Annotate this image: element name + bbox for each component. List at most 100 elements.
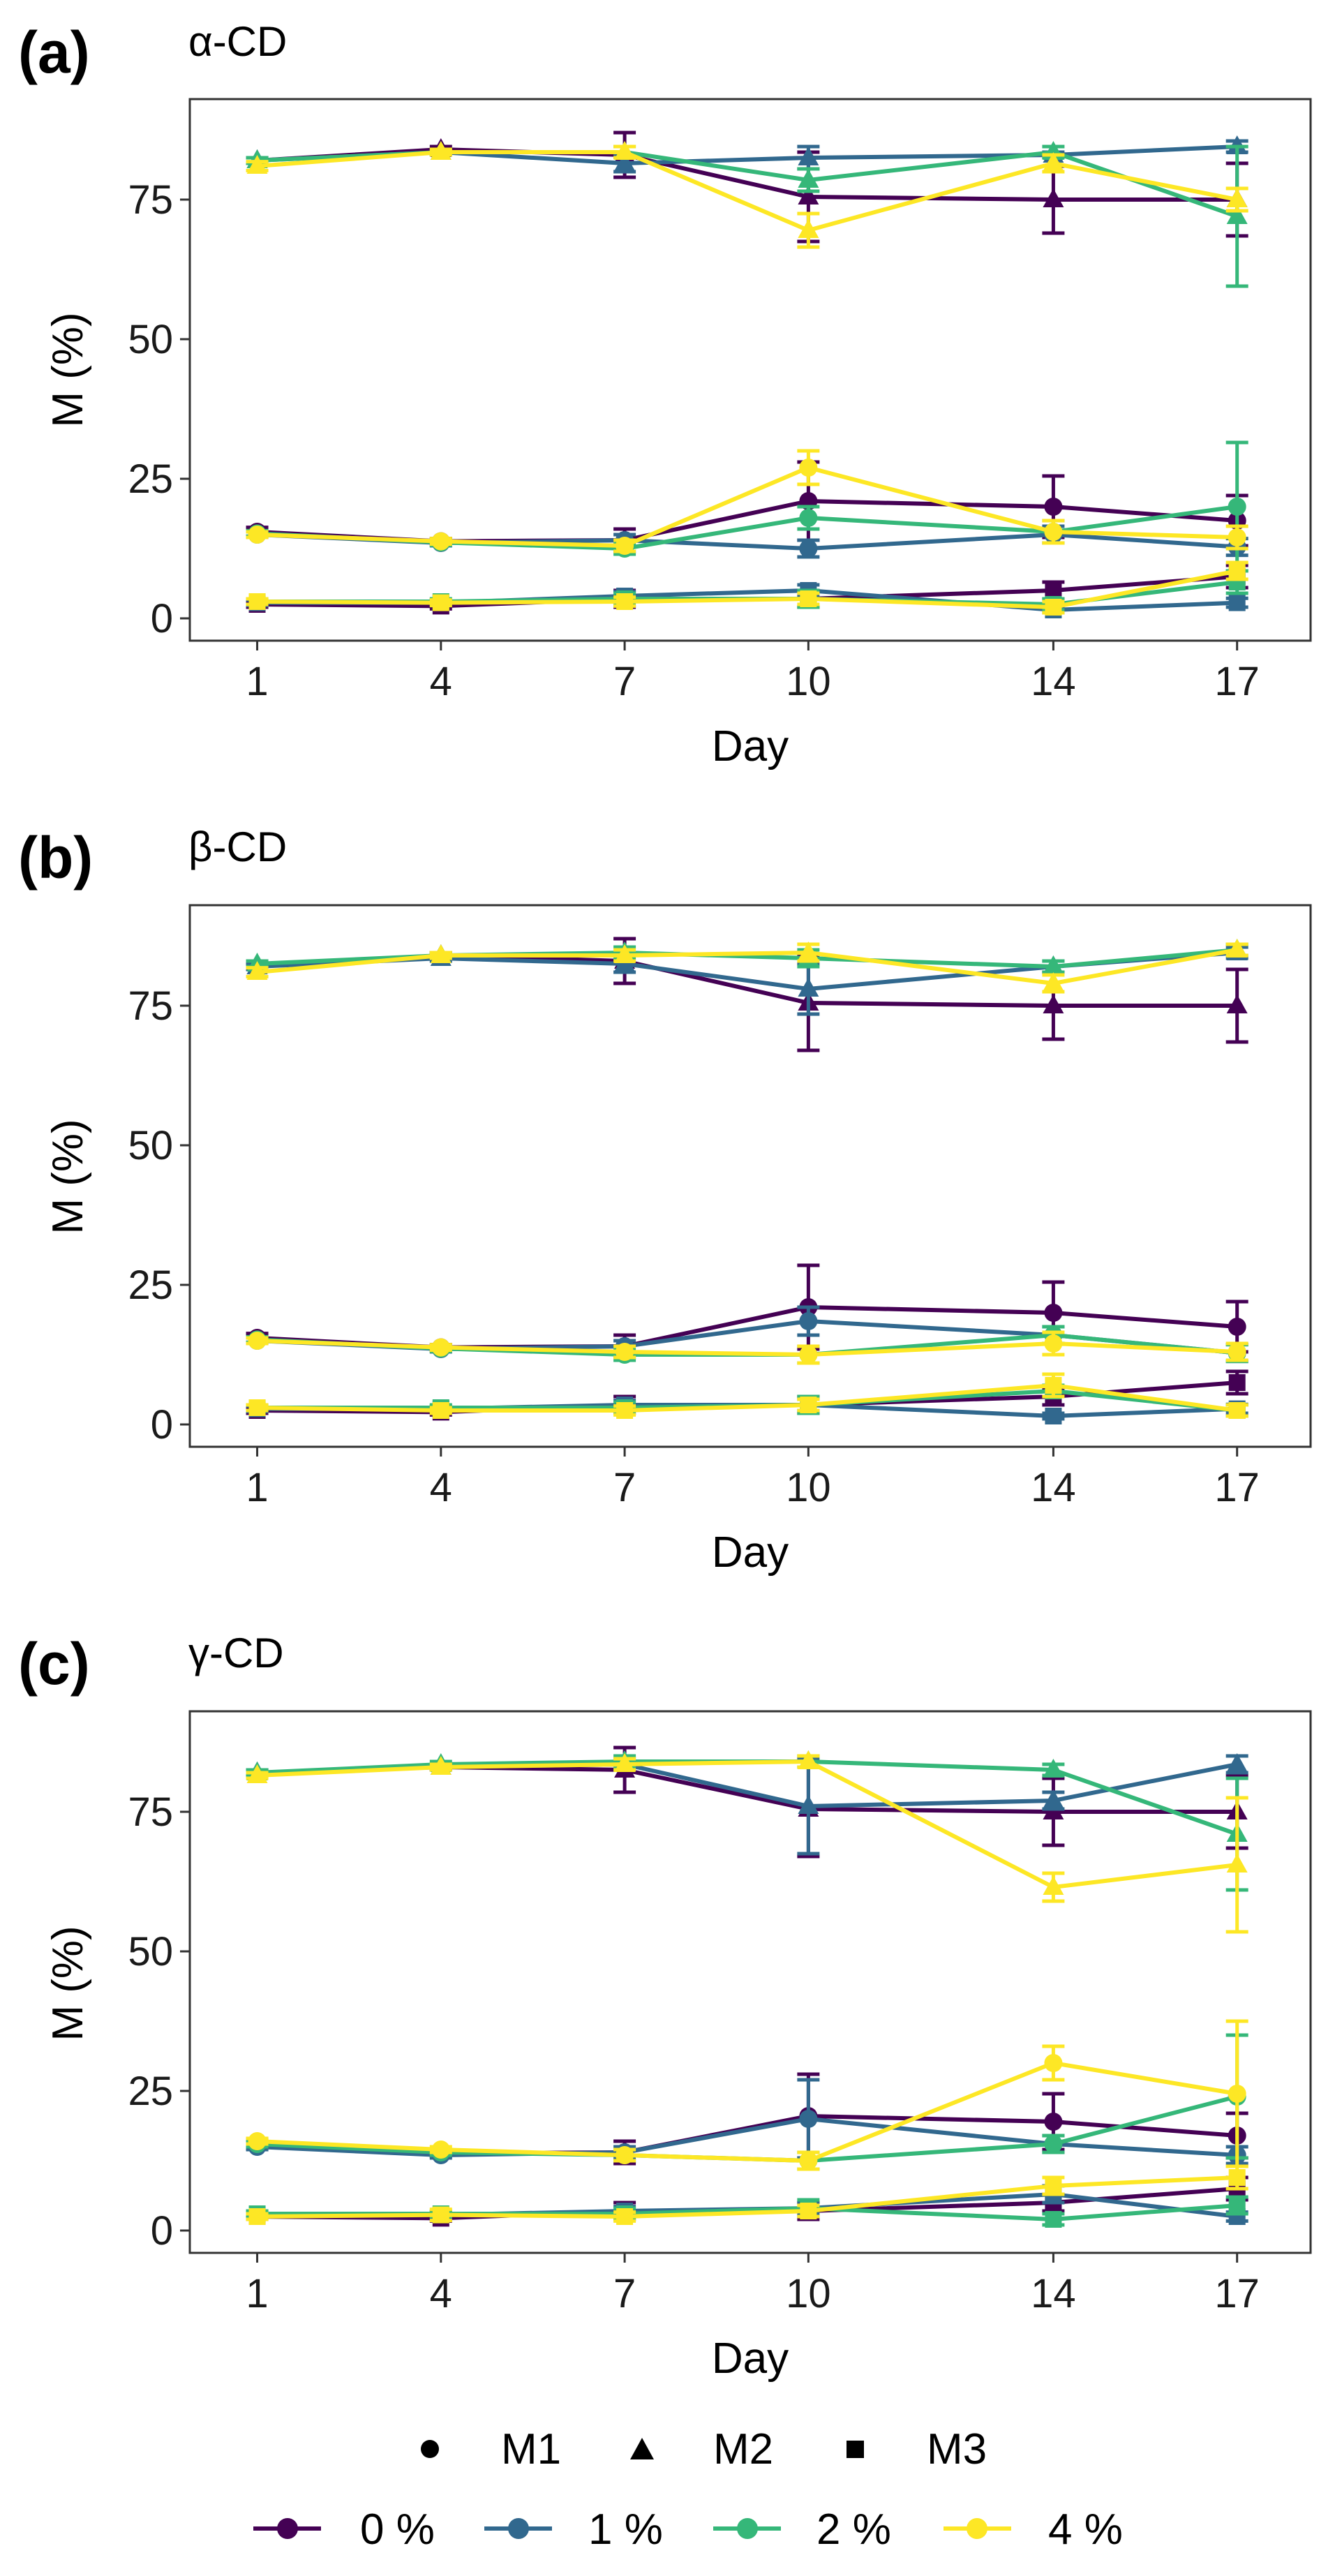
data-point-square — [616, 1402, 634, 1419]
data-point-triangle — [1226, 995, 1248, 1013]
y-tick-label: 75 — [128, 177, 173, 223]
data-point-square — [432, 1402, 449, 1419]
data-point-triangle — [430, 141, 452, 160]
data-point-triangle — [1043, 1789, 1064, 1808]
x-tick-label: 1 — [246, 2271, 268, 2316]
data-point-square — [432, 2206, 449, 2224]
data-point-square — [800, 2203, 817, 2219]
data-point-circle — [799, 539, 818, 558]
data-point-circle — [1228, 2085, 1246, 2103]
panel-c-letter: (c) — [18, 1631, 90, 1697]
legend-label-m1: M1 — [501, 2425, 561, 2473]
series-line — [257, 1765, 1237, 1814]
data-point-square — [248, 593, 266, 610]
panel-a-xlabel: Day — [712, 722, 789, 770]
x-tick-label: 14 — [1031, 1465, 1076, 1510]
data-point-circle — [1044, 498, 1063, 516]
data-point-circle — [1044, 2054, 1063, 2072]
x-tick-label: 1 — [246, 1465, 268, 1510]
y-tick-label: 75 — [128, 983, 173, 1029]
series-4pct-m1 — [246, 1330, 1248, 1365]
x-tick-label: 4 — [430, 1465, 452, 1510]
data-point-triangle — [246, 155, 268, 174]
data-point-circle — [1044, 2135, 1063, 2153]
data-point-triangle — [246, 961, 268, 980]
panel-c-title: γ-CD — [188, 1630, 284, 1676]
legend-circle-icon — [421, 2440, 439, 2458]
x-tick-label: 14 — [1031, 2271, 1076, 2316]
data-point-circle — [431, 532, 450, 551]
data-point-circle — [1228, 1318, 1246, 1336]
legend-swatch-0-icon — [277, 2518, 298, 2539]
data-point-circle — [1228, 528, 1246, 546]
data-point-circle — [431, 1338, 450, 1357]
data-point-circle — [1044, 2113, 1063, 2131]
data-point-circle — [616, 2146, 634, 2164]
series-line — [257, 1383, 1238, 1413]
data-point-triangle — [798, 147, 819, 165]
legend: M1 M2 M3 0 % 1 % 2 % 4 % — [253, 2425, 1123, 2554]
series-line — [257, 1305, 1237, 1350]
data-point-square — [1045, 1377, 1062, 1394]
data-point-circle — [799, 1312, 818, 1330]
data-point-triangle — [614, 1753, 636, 1772]
legend-color-1: 1 % — [484, 2506, 663, 2554]
data-point-circle — [1228, 1343, 1246, 1361]
plot-frame — [188, 1710, 1312, 2254]
legend-shape-m2: M2 — [630, 2425, 773, 2473]
panel-a-ylabel: M (%) — [44, 312, 92, 427]
legend-swatch-1-icon — [508, 2518, 529, 2539]
data-point-triangle — [430, 944, 452, 963]
data-point-triangle — [1226, 205, 1248, 224]
data-point-square — [1045, 599, 1062, 616]
plot-frame — [188, 904, 1312, 1448]
data-point-triangle — [614, 141, 636, 160]
data-point-triangle — [798, 941, 819, 960]
data-point-circle — [799, 2152, 818, 2170]
panel-b-ylabel: M (%) — [44, 1119, 92, 1234]
y-tick-label: 25 — [128, 456, 173, 502]
legend-color-2: 2 % — [713, 2506, 891, 2554]
series-line — [257, 150, 1238, 232]
series-line — [257, 948, 1238, 985]
panel-c-xlabel: Day — [712, 2335, 789, 2383]
x-tick-label: 7 — [613, 659, 636, 704]
data-point-square — [1045, 2177, 1062, 2194]
data-point-square — [1228, 1374, 1246, 1391]
data-point-triangle — [1226, 1854, 1248, 1873]
series-2pct-m2 — [246, 141, 1248, 288]
data-point-circle — [799, 509, 818, 527]
data-point-triangle — [430, 1756, 452, 1775]
series-4pct-m2 — [246, 1750, 1248, 1934]
legend-color-0: 0 % — [253, 2506, 435, 2554]
x-tick-label: 17 — [1214, 2271, 1260, 2316]
series-4pct-m1 — [246, 2019, 1248, 2171]
data-point-square — [1228, 1402, 1246, 1419]
data-point-triangle — [798, 978, 819, 997]
data-point-square — [800, 1397, 817, 1413]
panel-a-title: α-CD — [188, 18, 287, 65]
data-point-circle — [799, 459, 818, 477]
series-0pct-m2 — [246, 131, 1248, 244]
data-point-square — [616, 2208, 634, 2225]
data-point-circle — [1044, 1334, 1063, 1353]
series-line — [257, 2117, 1237, 2157]
data-point-triangle — [1043, 995, 1064, 1013]
legend-shape-m3: M3 — [847, 2425, 987, 2473]
legend-triangle-icon — [630, 2438, 654, 2459]
data-point-square — [1228, 563, 1246, 579]
series-2pct-m2 — [246, 939, 1248, 974]
legend-swatch-4-icon — [967, 2518, 987, 2539]
data-point-triangle — [1043, 955, 1064, 974]
data-point-circle — [616, 1343, 634, 1361]
series-4pct-m2 — [246, 939, 1248, 994]
data-point-triangle — [1043, 188, 1064, 207]
legend-label-m3: M3 — [927, 2425, 987, 2473]
y-tick-label: 25 — [128, 2069, 173, 2114]
y-tick-label: 0 — [151, 1402, 173, 1447]
